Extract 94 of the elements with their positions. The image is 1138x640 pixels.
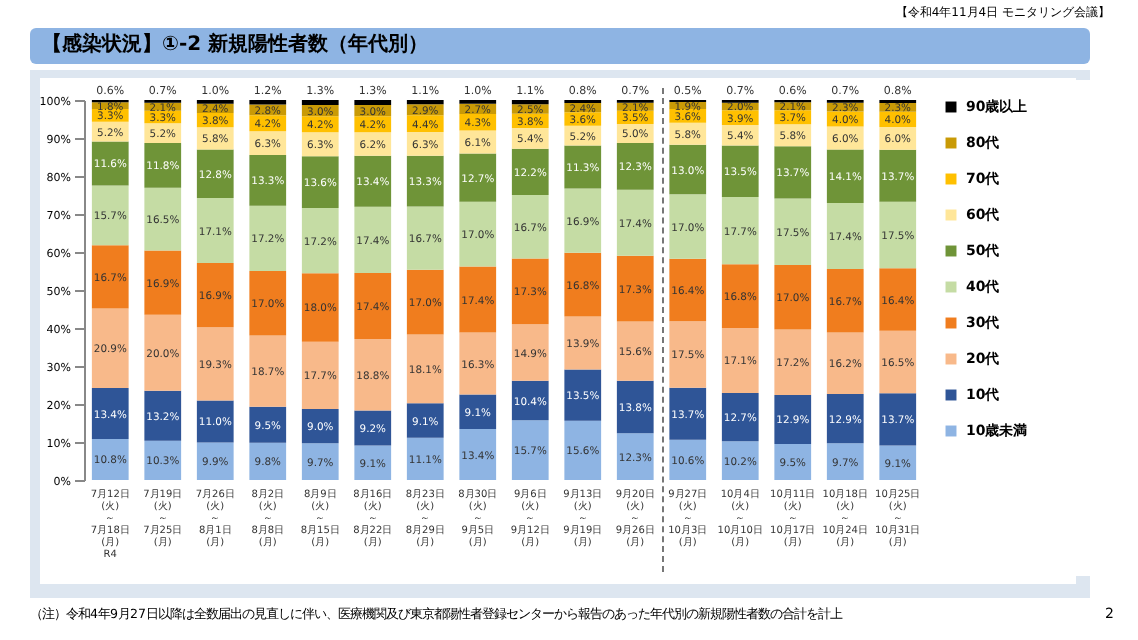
bar (91, 141, 129, 186)
chart-title: 【感染状況】①-2 新規陽性者数（年代別） (30, 28, 1090, 64)
bar (301, 156, 339, 208)
bar (249, 155, 287, 206)
bar (616, 380, 654, 434)
bar (459, 266, 497, 333)
bar (721, 392, 759, 442)
bar (826, 394, 864, 444)
bar (354, 445, 392, 480)
bar (196, 442, 234, 480)
bar (616, 321, 654, 381)
bar (511, 148, 549, 195)
bar (774, 198, 812, 265)
bar (511, 258, 549, 325)
bar (826, 443, 864, 480)
bar (616, 189, 654, 256)
bar (301, 443, 339, 480)
bar (616, 433, 654, 480)
bar (879, 149, 917, 202)
bar (406, 269, 444, 335)
bar (91, 388, 129, 439)
bar (669, 258, 707, 322)
bar (669, 194, 707, 259)
bar (144, 390, 182, 441)
bar (721, 441, 759, 480)
bar (826, 202, 864, 270)
bar (91, 438, 129, 480)
bar (406, 403, 444, 438)
bar (669, 387, 707, 440)
bar (406, 206, 444, 270)
bar (511, 324, 549, 381)
bar (564, 420, 602, 480)
bar (354, 410, 392, 446)
bar (249, 335, 287, 407)
bar (459, 332, 497, 395)
bar (669, 144, 707, 195)
bar (249, 271, 287, 336)
bar (616, 255, 654, 322)
bar (564, 188, 602, 253)
bar (301, 341, 339, 409)
bar (564, 316, 602, 370)
bar (669, 321, 707, 388)
bar (406, 437, 444, 480)
bar (196, 400, 234, 443)
bar (459, 201, 497, 267)
bar (144, 142, 182, 188)
bar (354, 155, 392, 207)
bar (459, 394, 497, 430)
bar (774, 264, 812, 330)
bar (564, 369, 602, 421)
bar (91, 308, 129, 389)
bar (249, 406, 287, 443)
bar (879, 330, 917, 394)
bar (459, 130, 497, 154)
bar (564, 252, 602, 317)
bar (459, 429, 497, 480)
bar (301, 273, 339, 342)
bar (721, 196, 759, 265)
bar (91, 185, 129, 246)
bar (879, 393, 917, 446)
bar (564, 145, 602, 189)
bar (406, 334, 444, 404)
bar (826, 269, 864, 333)
bar (616, 142, 654, 190)
bar (826, 149, 864, 203)
bar (301, 207, 339, 274)
bar (511, 420, 549, 480)
bar (354, 272, 392, 340)
bar (879, 201, 917, 269)
bar (354, 339, 392, 411)
bar (249, 442, 287, 480)
bar (459, 153, 497, 202)
bar (196, 263, 234, 328)
bar (144, 250, 182, 315)
bar (721, 328, 759, 393)
bar (144, 314, 182, 391)
bar (774, 329, 812, 395)
bar (354, 206, 392, 273)
bar (196, 327, 234, 401)
bar (879, 268, 917, 331)
bar (144, 187, 182, 251)
bar (249, 205, 287, 271)
bar (774, 146, 812, 199)
bar (91, 245, 129, 309)
bar (774, 394, 812, 444)
bar (826, 332, 864, 395)
bar (196, 149, 234, 199)
bar (721, 145, 759, 197)
bar (511, 195, 549, 259)
bar (721, 264, 759, 328)
bar (774, 443, 812, 480)
bar (196, 198, 234, 264)
bar (879, 445, 917, 480)
bar (406, 155, 444, 207)
